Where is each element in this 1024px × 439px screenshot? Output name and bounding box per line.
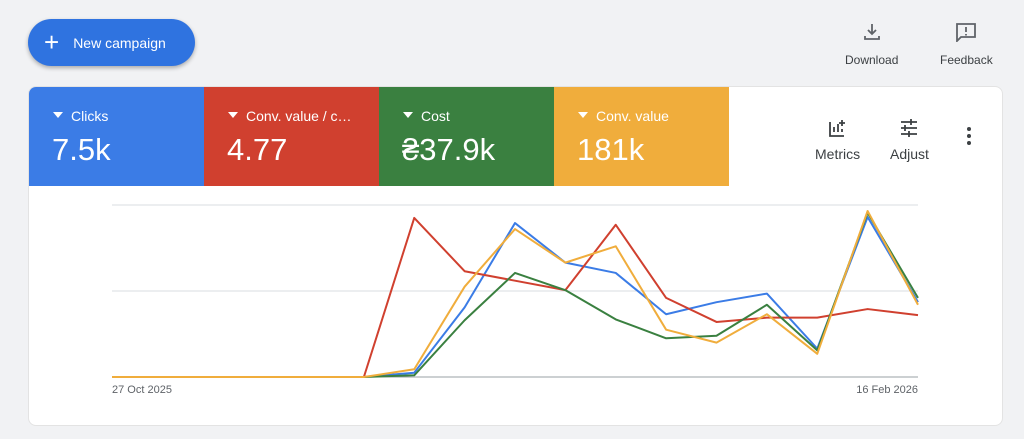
series-line xyxy=(112,210,919,378)
new-campaign-button[interactable]: + New campaign xyxy=(28,19,195,66)
metric-total: ₴37.9k xyxy=(402,132,496,167)
metric-total: 181k xyxy=(577,132,645,167)
metric-tab[interactable]: Conv. value 181k xyxy=(554,87,729,186)
metric-name: Conv. value / c… xyxy=(228,108,352,124)
metric-name: Clicks xyxy=(53,108,108,124)
performance-card: Clicks 7.5k Conv. value / c… 4.77 Cost ₴37.9k… xyxy=(28,86,1003,426)
metric-name: Cost xyxy=(403,108,450,124)
metric-total: 7.5k xyxy=(52,132,111,167)
metric-tab[interactable]: Conv. value / c… 4.77 xyxy=(204,87,379,186)
series-line xyxy=(112,211,919,378)
adjust-button[interactable]: Adjust xyxy=(890,117,929,162)
metric-tab[interactable]: Cost ₴37.9k xyxy=(379,87,554,186)
feedback-label: Feedback xyxy=(940,53,993,67)
metrics-label: Metrics xyxy=(815,146,861,162)
metric-name: Conv. value xyxy=(578,108,669,124)
more-menu[interactable] xyxy=(965,125,973,147)
button-label: New campaign xyxy=(73,34,166,51)
series-line xyxy=(112,216,919,378)
metrics-button[interactable]: Metrics xyxy=(815,117,860,162)
feedback-button[interactable]: Feedback xyxy=(940,22,993,67)
metric-tab[interactable]: Clicks 7.5k xyxy=(29,87,204,186)
metrics-icon xyxy=(828,120,845,137)
download-icon xyxy=(863,24,880,40)
metric-total: 4.77 xyxy=(227,132,288,167)
x-tick-label: 16 Feb 2026 xyxy=(856,384,918,396)
x-tick-label: 27 Oct 2025 xyxy=(112,384,172,396)
adjust-icon xyxy=(901,119,918,137)
series-line xyxy=(112,216,919,378)
download-label: Download xyxy=(845,53,899,67)
adjust-label: Adjust xyxy=(890,146,929,162)
feedback-icon xyxy=(956,23,977,44)
download-button[interactable]: Download xyxy=(845,22,898,67)
